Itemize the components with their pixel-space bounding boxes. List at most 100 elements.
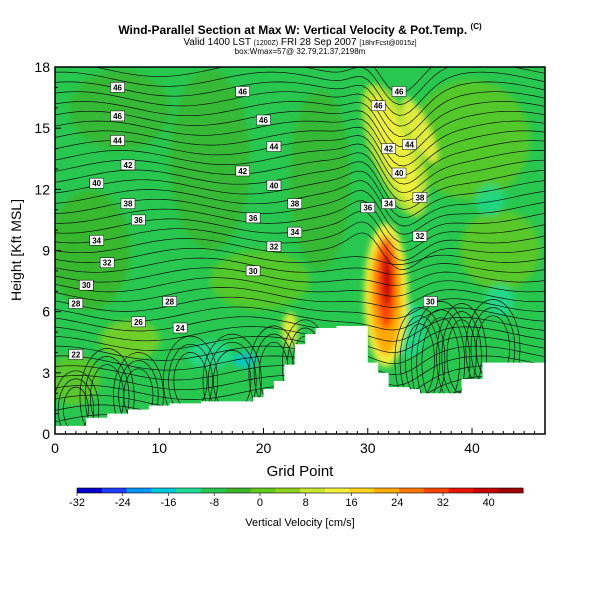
theta-contour bbox=[55, 277, 545, 297]
colorbar: -32 -24 -16 -8 0 8 16 24 32 40 bbox=[69, 487, 524, 509]
theta-label-box bbox=[391, 86, 407, 97]
field-patch bbox=[210, 250, 310, 310]
theta-label: 36 bbox=[363, 204, 372, 213]
theta-label: 24 bbox=[176, 324, 185, 333]
theta-contour bbox=[55, 91, 545, 137]
theta-label-box bbox=[245, 265, 261, 277]
theta-label-box bbox=[423, 296, 438, 307]
theta-contour bbox=[55, 101, 545, 147]
theta-label-box bbox=[110, 82, 125, 93]
theta-label-box bbox=[172, 322, 188, 334]
colorbar-swatch bbox=[300, 488, 326, 493]
colorbar-tick-label: 8 bbox=[303, 497, 309, 509]
downdraft-contour bbox=[79, 348, 135, 434]
theta-label: 34 bbox=[290, 228, 299, 237]
theta-label: 46 bbox=[113, 83, 122, 92]
theta-label-box bbox=[266, 241, 282, 252]
theta-label-box bbox=[89, 177, 104, 189]
theta-label-box bbox=[381, 143, 396, 154]
theta-label-box bbox=[245, 212, 261, 224]
theta-contour bbox=[55, 287, 545, 308]
theta-label-box bbox=[120, 159, 136, 171]
theta-label-box bbox=[162, 296, 177, 307]
theta-label: 30 bbox=[426, 297, 435, 306]
colorbar-label: Vertical Velocity [cm/s] bbox=[245, 517, 354, 529]
terrain bbox=[55, 325, 545, 434]
theta-label: 38 bbox=[290, 200, 299, 209]
downdraft-contour bbox=[84, 356, 130, 434]
chart-title: Wind-Parallel Section at Max W: Vertical… bbox=[118, 22, 482, 37]
theta-contour bbox=[55, 247, 545, 265]
y-tick-label: 0 bbox=[42, 426, 50, 442]
y-tick-label: 3 bbox=[42, 365, 50, 381]
theta-label: 44 bbox=[269, 143, 278, 152]
theta-contour bbox=[55, 257, 545, 276]
colorbar-swatch bbox=[448, 488, 474, 493]
theta-contour bbox=[55, 232, 545, 270]
theta-label: 40 bbox=[92, 179, 101, 188]
x-axis-label: Grid Point bbox=[267, 463, 335, 480]
theta-label: 32 bbox=[269, 242, 278, 251]
theta-label-box bbox=[235, 86, 250, 97]
theta-contour bbox=[55, 71, 545, 116]
x-axis: 0 10 20 30 40 bbox=[51, 428, 546, 456]
y-tick-label: 12 bbox=[34, 181, 50, 197]
theta-label: 30 bbox=[249, 267, 258, 276]
theta-label-box bbox=[110, 135, 125, 146]
colorbar-tick-label: -8 bbox=[209, 497, 219, 509]
colorbar-swatch bbox=[399, 488, 425, 493]
colorbar-swatch bbox=[324, 488, 351, 493]
x-tick-label: 0 bbox=[51, 440, 59, 456]
theta-label: 46 bbox=[238, 87, 247, 96]
x-tick-label: 40 bbox=[464, 440, 480, 456]
y-tick-label: 15 bbox=[34, 120, 50, 136]
field-patch bbox=[233, 352, 257, 368]
theta-contour bbox=[55, 267, 545, 286]
y-tick-label: 6 bbox=[42, 304, 50, 320]
chart-info: box:Wmax=57@ 32.79,21.37,2198m bbox=[234, 47, 366, 56]
theta-contour bbox=[55, 126, 545, 176]
x-tick-label: 30 bbox=[360, 440, 376, 456]
theta-label-box bbox=[266, 180, 282, 191]
theta-label: 38 bbox=[415, 193, 424, 202]
theta-contour bbox=[55, 170, 545, 219]
theta-label-box bbox=[266, 141, 282, 152]
theta-label: 28 bbox=[165, 297, 174, 306]
theta-label-box bbox=[99, 257, 115, 268]
theta-label: 46 bbox=[113, 112, 122, 121]
colorbar-swatch bbox=[225, 488, 251, 493]
theta-label: 34 bbox=[384, 200, 393, 209]
theta-label-box bbox=[131, 214, 146, 226]
theta-contour bbox=[55, 135, 545, 185]
theta-label: 32 bbox=[415, 232, 424, 241]
field-patch bbox=[486, 284, 514, 316]
theta-label: 44 bbox=[113, 136, 122, 145]
colorbar-swatch bbox=[423, 488, 450, 493]
theta-contour bbox=[55, 221, 545, 261]
field-patch bbox=[55, 355, 100, 405]
theta-contour bbox=[55, 335, 545, 365]
colorbar-tick-label: 40 bbox=[483, 497, 495, 509]
colorbar-tick-label: -32 bbox=[69, 497, 85, 509]
theta-label-box bbox=[360, 202, 376, 213]
colorbar-swatch bbox=[498, 488, 524, 493]
theta-label: 42 bbox=[238, 167, 247, 176]
updraft-core-max bbox=[382, 254, 392, 306]
theta-label: 40 bbox=[269, 181, 278, 190]
theta-label-box bbox=[391, 167, 407, 179]
theta-label-box bbox=[131, 316, 146, 328]
x-tick-label: 20 bbox=[256, 440, 272, 456]
theta-label: 40 bbox=[395, 169, 404, 178]
field-patch bbox=[170, 70, 250, 250]
colorbar-swatch bbox=[349, 488, 375, 493]
theta-label-box bbox=[235, 165, 250, 177]
theta-label: 36 bbox=[249, 214, 258, 223]
theta-label-box bbox=[89, 235, 104, 246]
theta-label: 36 bbox=[134, 216, 143, 225]
theta-label: 38 bbox=[124, 200, 133, 209]
theta-label: 44 bbox=[405, 140, 414, 149]
theta-label-box bbox=[68, 349, 84, 360]
y-axis: 0 3 6 9 12 15 18 bbox=[34, 59, 61, 442]
colorbar-swatch bbox=[374, 488, 400, 493]
